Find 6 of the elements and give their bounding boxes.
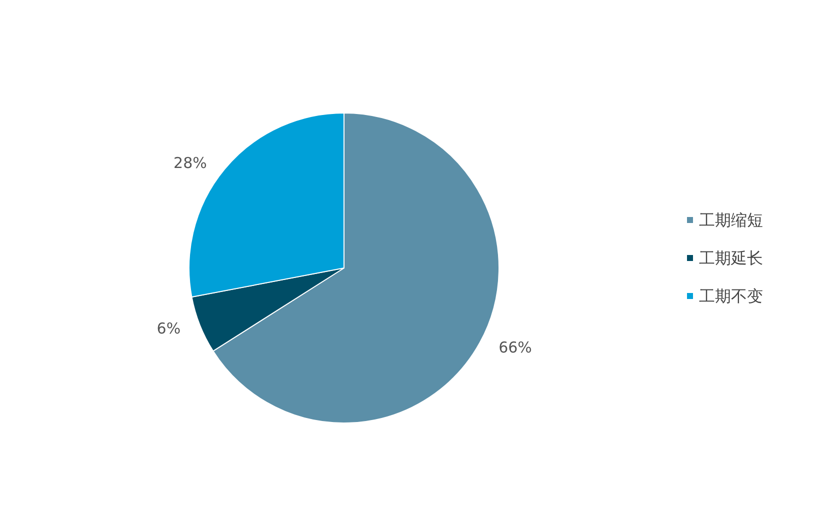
legend-label: 工期延长 (699, 248, 763, 268)
legend-label: 工期不变 (699, 286, 763, 306)
data-label: 28% (174, 154, 207, 172)
data-label: 6% (156, 320, 181, 338)
data-label: 66% (498, 338, 532, 356)
legend-label: 工期缩短 (699, 210, 763, 230)
